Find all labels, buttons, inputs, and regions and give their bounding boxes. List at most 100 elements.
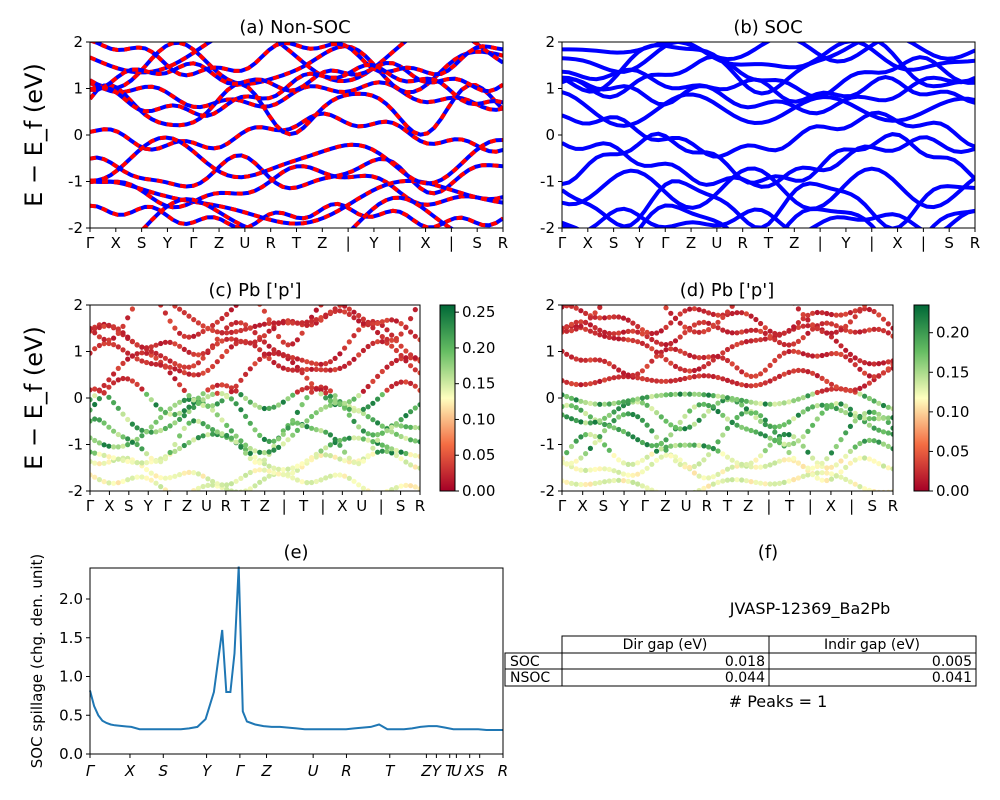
scatter-point [243,340,249,346]
scatter-point [101,341,107,347]
scatter-point [214,401,220,407]
scatter-point [257,460,263,466]
scatter-point [876,400,882,406]
scatter-point [393,421,399,427]
scatter-point [564,393,570,400]
scatter-point [408,286,413,291]
scatter-point [762,330,768,336]
scatter-point [791,324,797,330]
scatter-point [408,483,414,489]
scatter-point [403,324,409,330]
scatter-point [734,310,740,316]
x-tick-label: Y [634,234,645,252]
scatter-point [318,477,324,483]
scatter-point [356,289,361,294]
scatter-point [682,367,688,373]
table-cell: 0.044 [725,670,765,686]
scatter-point [205,387,211,393]
scatter-point [720,412,726,418]
x-tick-label: Y [368,234,379,252]
scatter-point [134,460,140,466]
scatter-point [129,459,135,465]
scatter-point [862,393,868,399]
scatter-point [758,401,764,407]
x-tick-label: | [921,234,926,252]
scatter-point [323,367,329,373]
scatter-point [125,315,131,321]
scatter-point [285,396,291,402]
scatter-point [313,386,319,392]
scatter-point [412,438,418,444]
scatter-point [762,380,768,386]
scatter-point [351,292,356,297]
scatter-point [214,336,220,342]
scatter-point [200,391,206,397]
scatter-point [158,353,164,359]
band-line-dashed [90,201,503,228]
scatter-point [838,474,844,480]
scatter-point [158,362,164,368]
scatter-point [366,284,371,289]
scatter-point [191,470,197,476]
scatter-point [592,419,598,425]
scatter-point [890,431,893,437]
scatter-point [649,393,655,400]
scatter-point [639,469,646,475]
scatter-point [720,398,726,404]
scatter-point [252,459,258,465]
scatter-point [389,487,395,491]
scatter-point [620,403,627,409]
scatter-point [573,356,579,362]
scatter-point [224,482,230,488]
scatter-point [630,472,636,478]
scatter-point [309,318,315,324]
scatter-point [729,464,735,470]
scatter-point [857,385,863,391]
scatter-point [743,478,750,484]
scatter-point [583,326,589,332]
scatter-point [181,470,187,476]
scatter-point [819,460,825,466]
scatter-point [210,407,216,413]
scatter-point [313,366,319,372]
scatter-point [304,375,310,381]
scatter-point [299,367,305,373]
scatter-point [327,398,333,404]
scatter-point [758,337,764,343]
scatter-point [729,457,735,463]
scatter-point [658,446,664,452]
plot-frame [89,567,504,755]
scatter-point [398,379,404,385]
scatter-point [356,435,362,441]
scatter-point [271,326,277,332]
scatter-point [360,410,366,417]
scatter-point [701,373,707,379]
scatter-point [767,328,773,334]
scatter-point [290,320,296,326]
scatter-point [583,310,589,316]
scatter-point [247,486,253,491]
scatter-point [701,401,707,407]
scatter-point [776,401,783,407]
scatter-point [233,341,239,347]
scatter-point [181,387,187,393]
scatter-point [857,329,863,335]
band-line-dashed [90,60,503,94]
scatter-point [101,420,107,426]
scatter-point [587,445,594,451]
scatter-point [649,290,654,295]
scatter-point [333,299,338,304]
scatter-point [578,434,584,440]
scatter-point [739,340,745,346]
scatter-point [365,320,371,326]
scatter-point [880,441,887,447]
scatter-point [243,326,249,332]
scatter-point [115,377,121,383]
scatter-point [342,309,348,315]
scatter-point [134,342,140,348]
scatter-point [587,431,594,438]
scatter-point [677,457,683,463]
scatter-point [578,467,584,473]
scatter-point [370,400,376,406]
scatter-point [753,410,759,416]
